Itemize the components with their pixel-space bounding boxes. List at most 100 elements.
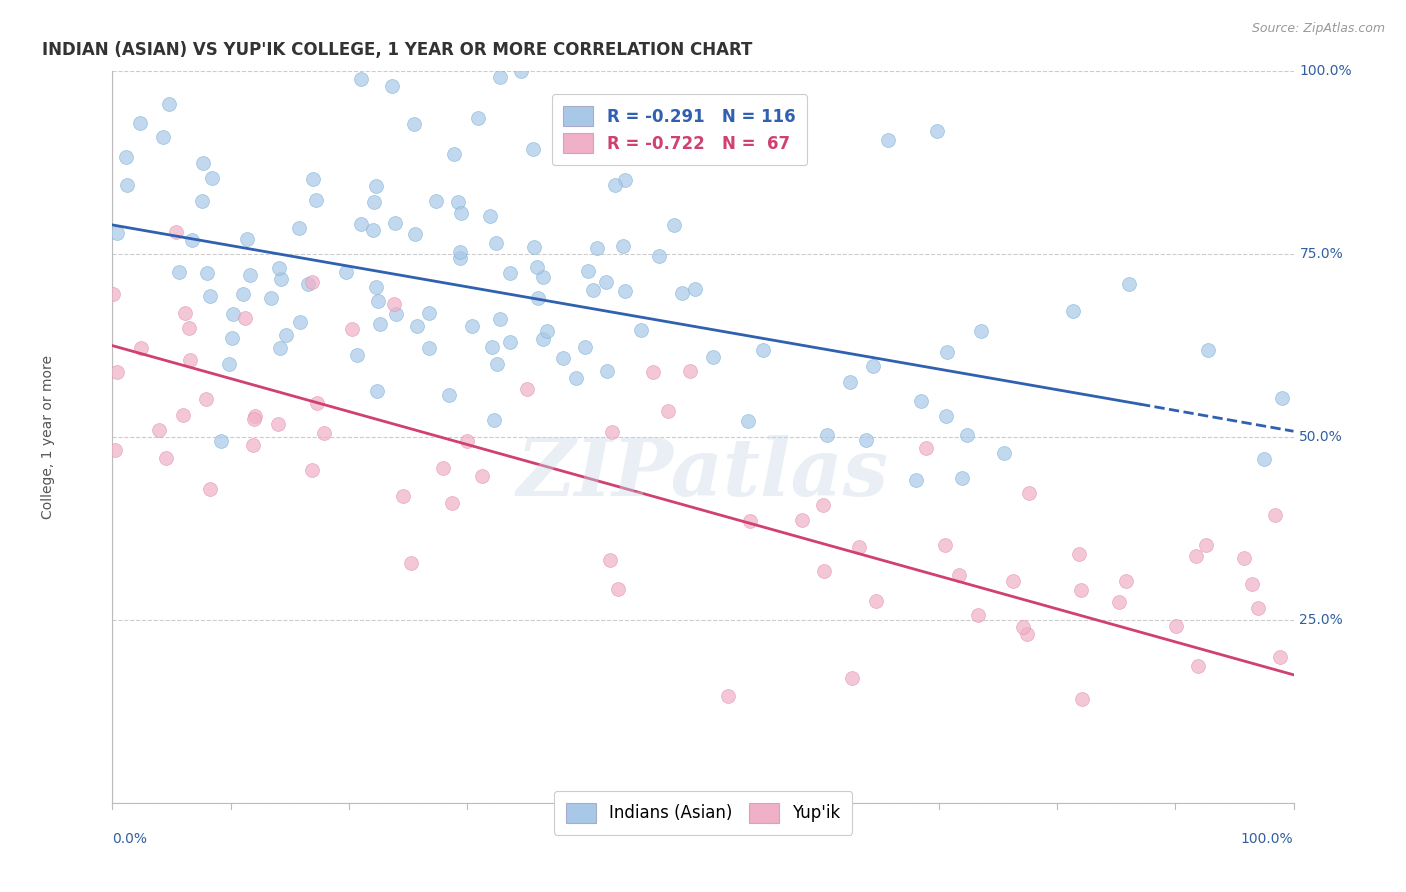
Point [364, 178, 387, 193]
Point [172, 408, 194, 422]
Point [925, 124, 948, 138]
Point [179, 352, 201, 367]
Text: 0.0%: 0.0% [112, 832, 148, 846]
Point [790, 513, 813, 527]
Point [439, 388, 461, 402]
Point [848, 540, 870, 554]
Point [536, 324, 558, 338]
Point [606, 582, 628, 597]
Point [288, 221, 311, 235]
Point [274, 327, 297, 342]
Point [104, 442, 127, 457]
Legend: Indians (Asian), Yup'ik: Indians (Asian), Yup'ik [554, 791, 852, 835]
Text: 100.0%: 100.0% [1299, 64, 1353, 78]
Point [1118, 277, 1140, 291]
Point [1018, 486, 1040, 500]
Point [657, 404, 679, 418]
Point [737, 414, 759, 428]
Point [335, 265, 357, 279]
Point [406, 318, 429, 333]
Point [516, 382, 538, 396]
Point [1187, 659, 1209, 673]
Point [290, 315, 312, 329]
Point [129, 116, 152, 130]
Point [664, 218, 686, 232]
Point [531, 332, 554, 346]
Point [553, 351, 575, 365]
Point [467, 111, 489, 125]
Point [105, 365, 128, 379]
Point [1115, 574, 1137, 589]
Point [683, 282, 706, 296]
Point [1264, 508, 1286, 522]
Point [425, 194, 447, 208]
Point [361, 222, 384, 236]
Point [312, 425, 335, 440]
Point [522, 142, 544, 156]
Point [242, 438, 264, 452]
Point [239, 268, 262, 282]
Point [576, 264, 599, 278]
Point [461, 318, 484, 333]
Point [169, 265, 191, 279]
Point [603, 178, 626, 192]
Point [209, 434, 232, 449]
Point [585, 241, 607, 255]
Point [297, 277, 319, 292]
Point [948, 567, 970, 582]
Point [152, 130, 174, 145]
Point [905, 473, 928, 487]
Point [841, 671, 863, 685]
Point [1185, 549, 1208, 563]
Point [527, 292, 550, 306]
Point [482, 413, 505, 427]
Point [243, 409, 266, 424]
Point [115, 178, 138, 193]
Point [368, 318, 391, 332]
Point [865, 593, 887, 607]
Point [232, 286, 254, 301]
Point [815, 428, 838, 442]
Point [222, 307, 245, 321]
Point [599, 552, 621, 566]
Point [936, 345, 959, 359]
Point [385, 307, 408, 321]
Point [641, 365, 664, 379]
Point [200, 288, 222, 302]
Point [488, 70, 510, 85]
Point [243, 412, 266, 426]
Point [967, 608, 990, 623]
Point [679, 364, 702, 378]
Point [201, 170, 224, 185]
Point [648, 249, 671, 263]
Point [301, 463, 323, 477]
Point [877, 133, 900, 147]
Point [404, 227, 426, 242]
Point [190, 194, 212, 208]
Point [1012, 620, 1035, 634]
Text: ZIPatlas: ZIPatlas [517, 435, 889, 512]
Point [481, 340, 503, 354]
Point [526, 260, 548, 274]
Point [450, 205, 472, 219]
Point [950, 471, 973, 485]
Point [155, 450, 177, 465]
Point [813, 565, 835, 579]
Point [486, 357, 509, 371]
Point [382, 296, 405, 310]
Point [738, 514, 761, 528]
Point [671, 285, 693, 300]
Point [260, 291, 283, 305]
Text: 75.0%: 75.0% [1299, 247, 1343, 261]
Point [364, 280, 387, 294]
Point [839, 375, 862, 389]
Point [969, 324, 991, 338]
Point [443, 147, 465, 161]
Point [1108, 595, 1130, 609]
Point [499, 266, 522, 280]
Point [181, 233, 204, 247]
Point [588, 96, 610, 111]
Point [478, 210, 501, 224]
Point [855, 433, 877, 447]
Point [157, 96, 180, 111]
